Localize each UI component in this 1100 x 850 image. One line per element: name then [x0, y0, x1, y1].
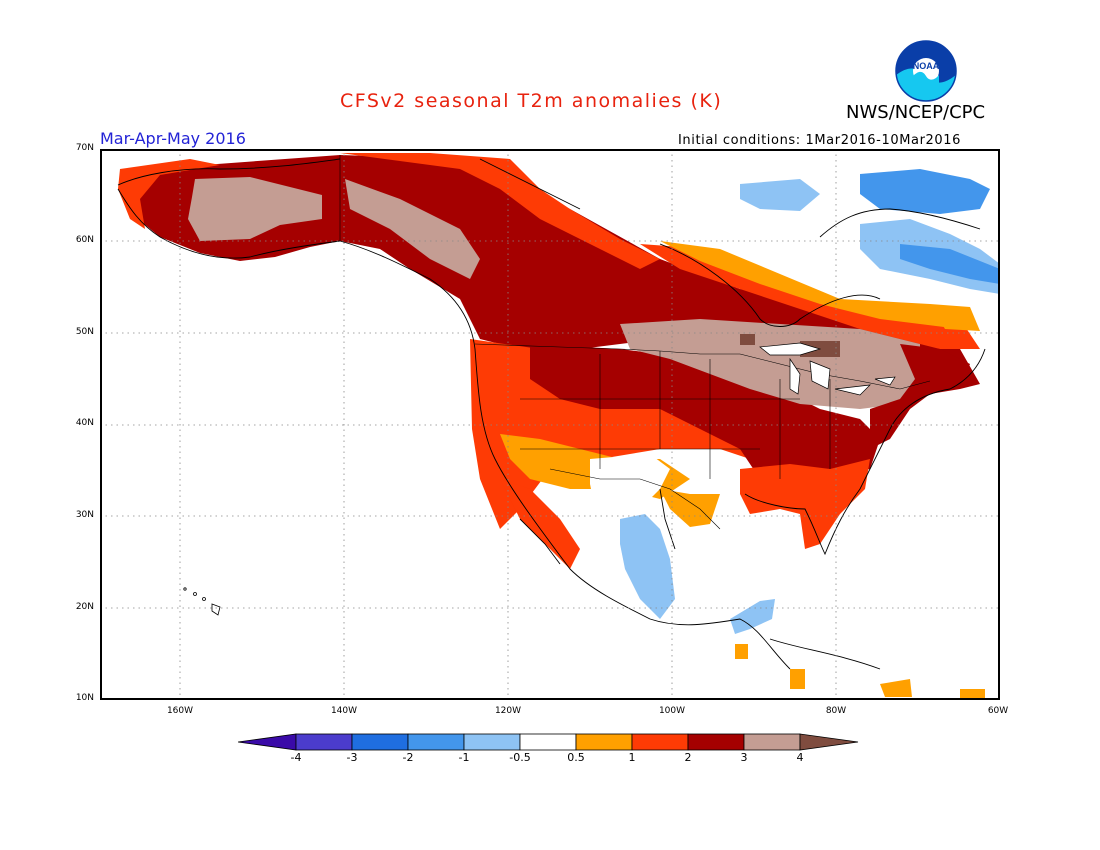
agency-label: NWS/NCEP/CPC — [846, 102, 986, 123]
colorbar-cell-high-arrow — [799, 733, 859, 751]
colorbar-cell — [407, 733, 465, 751]
colorbar-tick-label: 2 — [684, 751, 692, 764]
canada-red-region — [340, 153, 660, 269]
lon-label-80w: 80W — [825, 706, 847, 716]
lon-label-60w: 60W — [987, 706, 1009, 716]
lat-label-60n: 60N — [75, 235, 94, 245]
gridlines — [100, 149, 1000, 700]
mexico-orange-region — [660, 489, 720, 527]
map-title: CFSv2 seasonal T2m anomalies (K) — [340, 90, 723, 112]
anomaly-fills — [118, 153, 1000, 700]
baffin-blue-region — [860, 169, 990, 214]
colorbar — [238, 733, 859, 751]
colorbar-tick-label: 3 — [740, 751, 748, 764]
lon-label-160w: 160W — [166, 706, 194, 716]
noaa-logo: NOAA — [895, 40, 957, 102]
great-lakes-brown-region — [740, 334, 840, 357]
canada-tan-region — [345, 179, 480, 279]
caribbean-orange-patches — [735, 644, 985, 700]
colorbar-tick-label: -3 — [346, 751, 358, 764]
quebec-blue-region — [900, 244, 1000, 284]
nunavut-blue-region — [740, 179, 820, 211]
lon-label-120w: 120W — [494, 706, 522, 716]
lat-label-20n: 20N — [75, 602, 94, 612]
mexico-light-blue-region — [620, 514, 675, 619]
colorbar-tick-label: -0.5 — [509, 751, 531, 764]
colorbar-cell — [575, 733, 633, 751]
colorbar-cell — [463, 733, 521, 751]
colorbar-tick-label: 1 — [628, 751, 636, 764]
hudson-orange-region — [660, 241, 970, 329]
lat-label-40n: 40N — [75, 418, 94, 428]
colorbar-tick-label: 4 — [796, 751, 804, 764]
southeast-red-region — [740, 459, 870, 549]
great-lakes — [759, 342, 896, 396]
alaska-tan-region — [188, 177, 322, 241]
northeast-dark-red-region — [870, 344, 970, 449]
anomaly-map — [100, 149, 1000, 700]
colorbar-tick-label: -1 — [458, 751, 470, 764]
season-label: Mar-Apr-May 2016 — [100, 129, 246, 148]
central-us-dark-red-region — [530, 344, 880, 479]
lat-label-50n: 50N — [75, 327, 94, 337]
lat-label-70n: 70N — [75, 143, 94, 153]
borders — [339, 155, 931, 530]
colorbar-tick-label: -4 — [290, 751, 302, 764]
central-america-light-blue-region — [730, 599, 775, 634]
baja-red-region — [500, 479, 580, 569]
colorbar-cell — [687, 733, 745, 751]
great-lakes-tan-region — [620, 319, 920, 409]
lat-label-30n: 30N — [75, 510, 94, 520]
southwest-white-region — [590, 454, 670, 509]
logo-text: NOAA — [913, 61, 940, 71]
hawaii-islands — [183, 587, 221, 616]
colorbar-cell — [351, 733, 409, 751]
colorbar-cell — [631, 733, 689, 751]
labrador-orange-region — [930, 304, 980, 331]
initial-conditions-label: Initial conditions: 1Mar2016-10Mar2016 — [678, 133, 962, 148]
colorbar-tick-label: -2 — [402, 751, 414, 764]
coastlines — [117, 158, 986, 670]
colorbar-cell — [743, 733, 801, 751]
lat-label-10n: 10N — [75, 693, 94, 703]
colorbar-cell — [295, 733, 353, 751]
lon-label-100w: 100W — [658, 706, 686, 716]
lon-label-140w: 140W — [330, 706, 358, 716]
map-frame — [100, 149, 1000, 700]
colorbar-cell — [519, 733, 577, 751]
colorbar-cell-low-arrow — [238, 733, 297, 751]
colorbar-tick-label: 0.5 — [567, 751, 585, 764]
